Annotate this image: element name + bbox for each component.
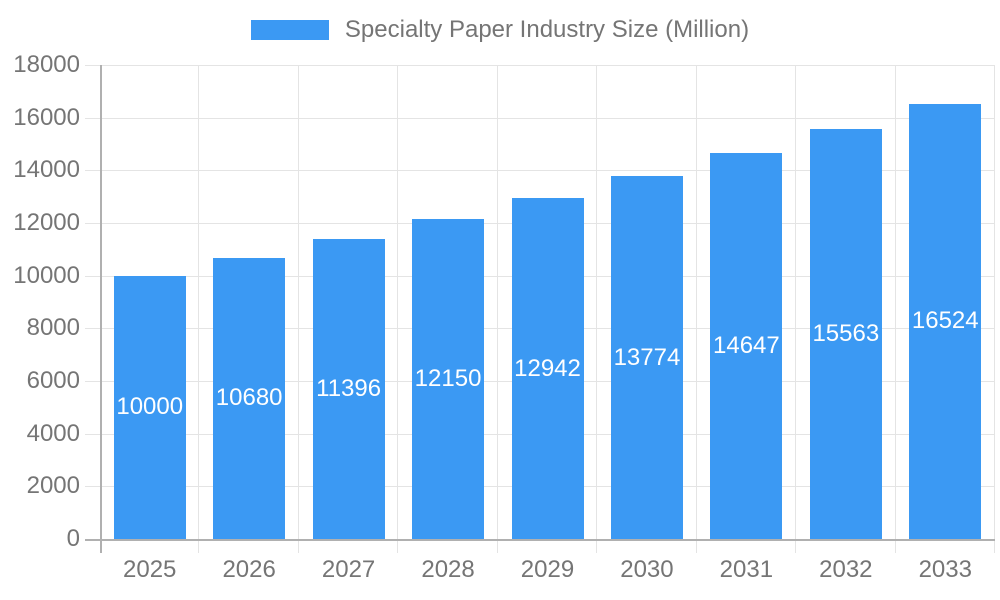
bar-value-label: 10000 <box>116 393 184 421</box>
v-gridline <box>397 65 399 553</box>
bar-value-label: 14647 <box>713 332 780 360</box>
bar-2027[interactable]: 11396 <box>312 238 385 539</box>
bar-2028[interactable]: 12150 <box>412 219 485 539</box>
bar-2031[interactable]: 14647 <box>710 153 783 539</box>
bar-value-label: 12942 <box>514 354 581 382</box>
legend-label: Specialty Paper Industry Size (Million) <box>344 16 750 43</box>
x-tick-label-2027: 2027 <box>321 556 376 583</box>
y-tick-label: 2000 <box>26 472 80 500</box>
y-tick-label: 6000 <box>26 367 80 394</box>
bar-value-label: 10680 <box>215 384 283 412</box>
bar-2030[interactable]: 13774 <box>610 176 683 539</box>
x-tick-label-2029: 2029 <box>520 556 575 583</box>
x-tick-label-2030: 2030 <box>620 556 674 583</box>
h-gridline <box>85 170 995 172</box>
x-tick-label-2032: 2032 <box>819 556 873 583</box>
v-gridline <box>695 65 697 553</box>
bar-value-label: 16524 <box>911 307 979 335</box>
plot-area: 10000 2025 10680 2026 11396 2027 12150 2028 1294… <box>85 65 995 583</box>
legend-swatch-icon <box>250 20 329 40</box>
v-gridline <box>994 65 995 553</box>
x-tick-label-2033: 2033 <box>918 556 972 583</box>
x-tick-label-2026: 2026 <box>222 556 276 583</box>
y-tick-label: 18000 <box>13 51 80 78</box>
v-gridline <box>795 65 797 553</box>
y-tick-label: 16000 <box>13 103 80 131</box>
y-tick-label: 4000 <box>26 419 80 447</box>
y-axis-line <box>100 65 102 553</box>
v-gridline <box>496 65 498 553</box>
x-tick-label-2028: 2028 <box>421 556 475 583</box>
legend: Specialty Paper Industry Size (Million) <box>0 16 1000 44</box>
x-axis-line <box>85 539 995 541</box>
h-gridline <box>85 117 995 119</box>
h-gridline <box>85 65 995 66</box>
v-gridline <box>894 65 896 553</box>
bar-2026[interactable]: 10680 <box>213 257 286 539</box>
y-tick-label: 14000 <box>13 156 80 184</box>
bar-2033[interactable]: 16524 <box>909 103 982 539</box>
bar-value-label: 11396 <box>316 374 382 402</box>
bar-2029[interactable]: 12942 <box>511 198 584 539</box>
y-tick-label: 10000 <box>13 261 80 289</box>
y-tick-label: 8000 <box>26 314 80 342</box>
x-tick-label-2025: 2025 <box>123 556 177 583</box>
v-gridline <box>297 65 299 553</box>
bar-2025[interactable]: 10000 <box>113 275 186 539</box>
y-tick-label: 12000 <box>13 209 80 236</box>
bar-value-label: 15563 <box>812 320 880 348</box>
v-gridline <box>198 65 200 553</box>
bar-value-label: 13774 <box>613 343 681 371</box>
x-tick-label-2031: 2031 <box>719 556 774 583</box>
y-tick-label: 0 <box>66 525 80 552</box>
v-gridline <box>596 65 598 553</box>
bar-value-label: 12150 <box>414 365 482 393</box>
bar-2032[interactable]: 15563 <box>809 129 882 539</box>
